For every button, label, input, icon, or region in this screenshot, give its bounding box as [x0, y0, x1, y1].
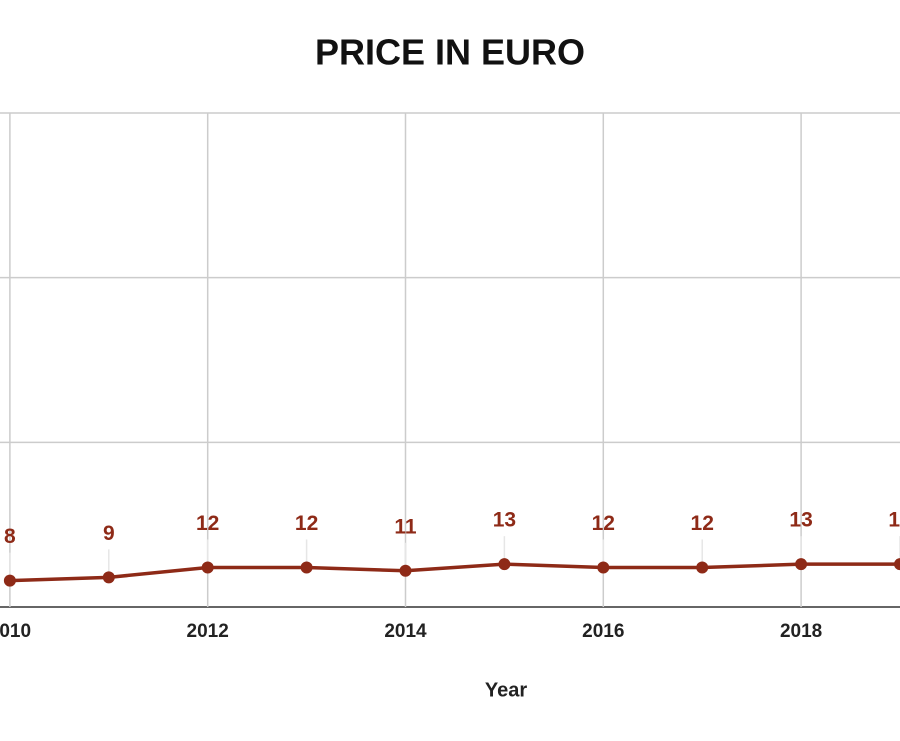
chart-title: PRICE IN EURO: [315, 32, 585, 73]
x-tick-label: 2010: [0, 621, 31, 642]
data-label: 8: [4, 525, 16, 548]
point: [3, 574, 16, 587]
x-tick-label: 2012: [187, 621, 229, 642]
point: [102, 571, 115, 584]
point: [300, 561, 313, 574]
data-label: 11: [394, 515, 417, 538]
point: [399, 564, 412, 577]
point: [201, 561, 214, 574]
data-label: 12: [295, 512, 318, 535]
data-label: 13: [888, 509, 900, 532]
point: [894, 558, 900, 571]
line: [9, 562, 900, 583]
x-tick-label: 2014: [384, 621, 427, 642]
data-label: 12: [691, 512, 714, 535]
data-label: 9: [103, 522, 115, 545]
data-label: 12: [196, 512, 219, 535]
data-label: 13: [789, 509, 812, 532]
point: [597, 561, 610, 574]
x-axis-label: Year: [485, 679, 527, 701]
point: [795, 558, 808, 571]
x-tick-label: 2018: [780, 621, 822, 642]
point: [696, 561, 709, 574]
x-tick-label: 2016: [582, 621, 624, 642]
data-label: 13: [493, 509, 516, 532]
data-label: 12: [592, 512, 615, 535]
point: [498, 558, 511, 571]
